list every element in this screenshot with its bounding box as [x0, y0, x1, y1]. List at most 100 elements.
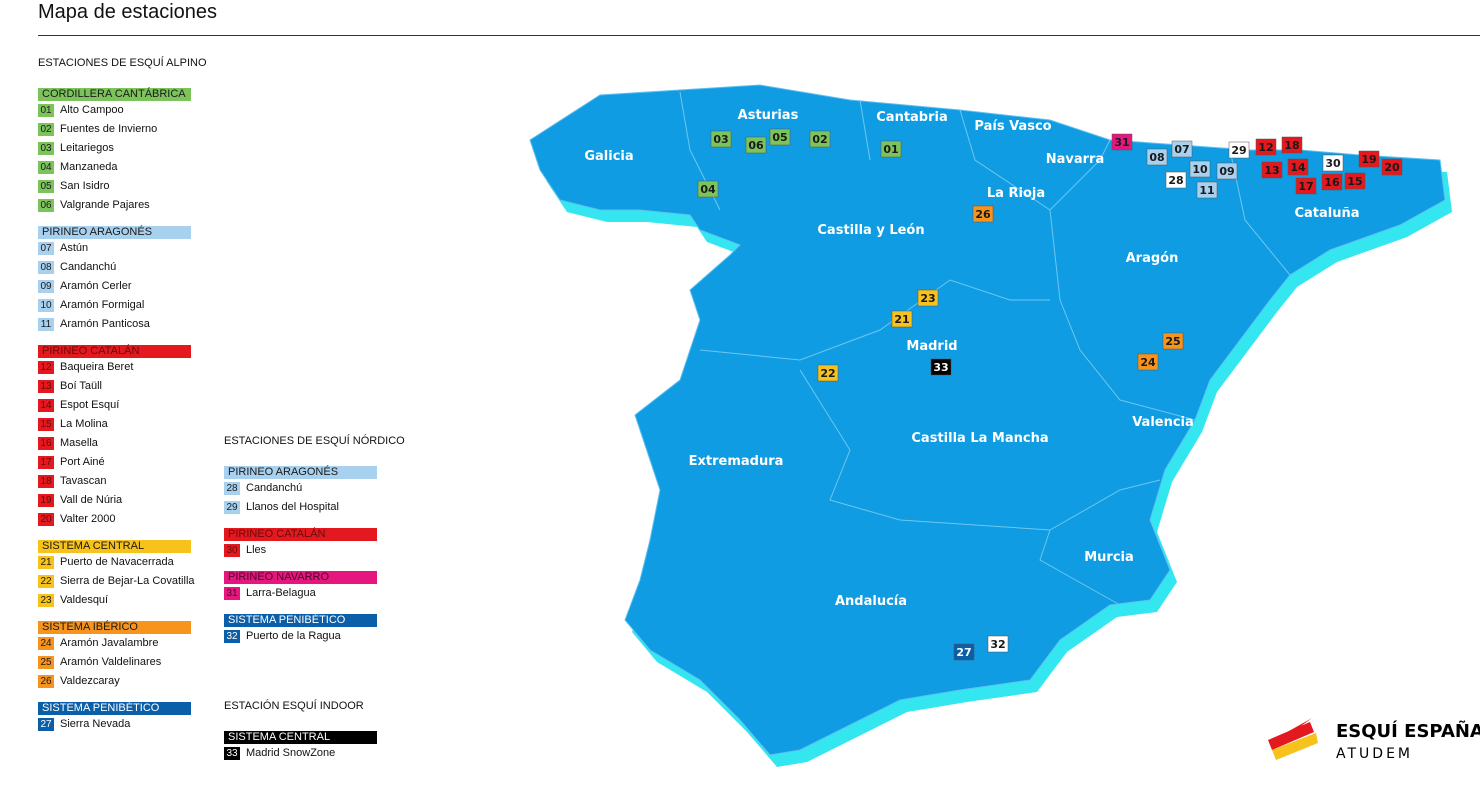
- item-number: 28: [224, 482, 240, 495]
- station-marker: [1162, 332, 1184, 350]
- item-number: 04: [38, 161, 54, 174]
- station-number: 13: [1264, 164, 1279, 177]
- item-name: Fuentes de Invierno: [60, 123, 158, 135]
- station-marker: [917, 289, 939, 307]
- station-number: 02: [812, 133, 827, 146]
- region-label: Murcia: [1084, 550, 1134, 565]
- item-name: Tavascan: [60, 475, 107, 487]
- station-marker: [1165, 171, 1187, 189]
- legend-item: 30 Lles: [224, 541, 405, 560]
- legend-item: 01 Alto Campoo: [38, 101, 207, 120]
- region-label: Extremadura: [689, 454, 784, 469]
- divider: [38, 35, 1480, 36]
- item-number: 14: [38, 399, 54, 412]
- group-header: PIRINEO ARAGONÉS: [224, 466, 377, 479]
- station-marker: [1146, 148, 1168, 166]
- item-name: Lles: [246, 544, 267, 556]
- item-number: 18: [38, 475, 54, 488]
- station-marker: [809, 130, 831, 148]
- legend-item: 14 Espot Esquí: [38, 396, 207, 415]
- group-header: SISTEMA PENIBÉTICO: [224, 614, 377, 627]
- station-number: 21: [894, 313, 909, 326]
- station-marker: [745, 136, 767, 154]
- region-label: Castilla La Mancha: [911, 431, 1048, 446]
- station-number: 23: [920, 292, 935, 305]
- station-marker: [769, 128, 791, 146]
- item-number: 05: [38, 180, 54, 193]
- item-number: 06: [38, 199, 54, 212]
- item-name: Larra-Belagua: [246, 587, 316, 599]
- station-number: 26: [975, 208, 991, 221]
- station-marker: [1295, 177, 1317, 195]
- item-number: 27: [38, 718, 54, 731]
- item-number: 13: [38, 380, 54, 393]
- legend-item: 17 Port Ainé: [38, 453, 207, 472]
- legend-item: 15 La Molina: [38, 415, 207, 434]
- station-marker: [1261, 161, 1283, 179]
- station-marker: [930, 358, 952, 376]
- item-name: Aramón Cerler: [60, 280, 132, 292]
- item-name: Puerto de la Ragua: [246, 630, 341, 642]
- item-number: 24: [38, 637, 54, 650]
- logo-name: ESQUÍ ESPAÑA: [1336, 719, 1480, 742]
- station-number: 27: [956, 646, 971, 659]
- station-marker: [1171, 140, 1193, 158]
- station-marker: [953, 643, 975, 661]
- legend-item: 32 Puerto de la Ragua: [224, 627, 405, 646]
- item-number: 21: [38, 556, 54, 569]
- station-number: 28: [1168, 174, 1183, 187]
- station-marker: [817, 364, 839, 382]
- legend-item: 21 Puerto de Navacerrada: [38, 553, 207, 572]
- item-number: 08: [38, 261, 54, 274]
- legend-item: 05 San Isidro: [38, 177, 207, 196]
- item-number: 02: [38, 123, 54, 136]
- station-marker: [891, 310, 913, 328]
- station-marker: [697, 180, 719, 198]
- station-marker: [1344, 172, 1366, 190]
- station-number: 25: [1165, 335, 1180, 348]
- item-name: Sierra de Bejar-La Covatilla: [60, 575, 195, 587]
- item-number: 29: [224, 501, 240, 514]
- station-marker: [1196, 181, 1218, 199]
- item-number: 23: [38, 594, 54, 607]
- item-name: Puerto de Navacerrada: [60, 556, 174, 568]
- item-name: San Isidro: [60, 180, 110, 192]
- region-borders: [679, 91, 1291, 606]
- station-number: 09: [1219, 165, 1234, 178]
- region-label: Cantabria: [876, 110, 948, 125]
- item-name: Baqueira Beret: [60, 361, 134, 373]
- legend-item: 02 Fuentes de Invierno: [38, 120, 207, 139]
- region-label: Aragón: [1126, 251, 1179, 266]
- group-header: PIRINEO NAVARRO: [224, 571, 377, 584]
- station-marker: [1358, 150, 1380, 168]
- legend-item: 09 Aramón Cerler: [38, 277, 207, 296]
- station-marker: [1321, 173, 1343, 191]
- item-name: Llanos del Hospital: [246, 501, 339, 513]
- region-label: Castilla y León: [817, 223, 924, 238]
- legend: ESTACIÓN ESQUÍ INDOOR SISTEMA CENTRAL 33 Ma…: [224, 700, 377, 763]
- item-number: 32: [224, 630, 240, 643]
- station-marker: [987, 635, 1009, 653]
- item-number: 30: [224, 544, 240, 557]
- item-number: 25: [38, 656, 54, 669]
- station-number: 12: [1258, 141, 1273, 154]
- item-name: Aramón Formigal: [60, 299, 145, 311]
- item-number: 11: [38, 318, 54, 331]
- station-number: 17: [1298, 180, 1313, 193]
- region-label: Navarra: [1046, 152, 1105, 167]
- item-number: 20: [38, 513, 54, 526]
- station-marker: [1189, 160, 1211, 178]
- item-name: Espot Esquí: [60, 399, 120, 411]
- legend-item: 11 Aramón Panticosa: [38, 315, 207, 334]
- legend-item: 19 Vall de Núria: [38, 491, 207, 510]
- station-marker: [1322, 154, 1344, 172]
- station-number: 11: [1199, 184, 1214, 197]
- group-header: CORDILLERA CANTÁBRICA: [38, 88, 191, 101]
- item-number: 03: [38, 142, 54, 155]
- station-number: 16: [1324, 176, 1340, 189]
- region-label: Madrid: [906, 339, 957, 354]
- region-label: Galicia: [584, 149, 633, 164]
- item-number: 15: [38, 418, 54, 431]
- item-name: Aramón Javalambre: [60, 637, 159, 649]
